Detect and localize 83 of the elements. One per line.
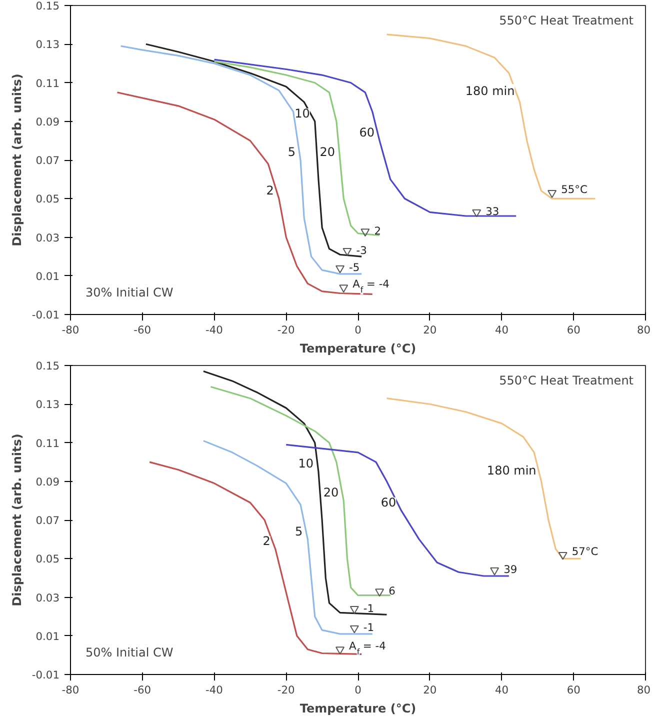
y-tick-label: 0.11 xyxy=(36,436,60,450)
x-tick-label: 40 xyxy=(494,324,509,336)
series-label: 20 xyxy=(320,145,336,159)
series-label: 180 min xyxy=(486,463,536,478)
x-tick-label: 60 xyxy=(566,684,581,696)
annotation: 550°C Heat Treatment xyxy=(499,374,634,388)
x-tick-label: 80 xyxy=(636,684,651,696)
series-label: 60 xyxy=(359,126,375,140)
series-label: 5 xyxy=(288,145,296,159)
y-tick-label: 0.13 xyxy=(36,398,60,412)
x-tick-label: -80 xyxy=(62,684,80,696)
y-axis-title: Displacement (arb. units) xyxy=(10,74,24,246)
annotation: -1 xyxy=(363,621,374,634)
series-label: 2 xyxy=(266,184,274,198)
x-tick-label: 40 xyxy=(494,684,509,696)
y-tick-label: 0.05 xyxy=(36,552,60,566)
series-label: 20 xyxy=(323,486,339,500)
point xyxy=(548,190,557,198)
point xyxy=(360,228,370,237)
series-label: 10 xyxy=(294,106,310,120)
y-axis-title: Displacement (arb. units) xyxy=(10,434,24,606)
x-tick-label: -40 xyxy=(206,684,224,696)
x-tick-label: 20 xyxy=(423,684,437,696)
y-tick-label: 0.05 xyxy=(36,192,60,206)
annotation: 550°C Heat Treatment xyxy=(499,14,634,28)
y-tick-label: 0.03 xyxy=(36,591,60,604)
point xyxy=(339,284,348,293)
point xyxy=(350,625,359,634)
annotation: 6 xyxy=(388,584,396,598)
point xyxy=(336,265,345,274)
series-label: 5 xyxy=(295,524,303,538)
x-tick-label: -40 xyxy=(206,324,224,336)
series-label: 180 min xyxy=(465,84,515,98)
annotation: 39 xyxy=(504,563,518,576)
line-series xyxy=(116,92,374,296)
annotation: 57°C xyxy=(572,544,598,558)
x-tick-label: -60 xyxy=(134,684,152,696)
series-label: 10 xyxy=(298,456,314,471)
x-axis-title: Temperature (°C) xyxy=(300,342,416,356)
y-tick-label: 0.07 xyxy=(36,154,60,167)
y-tick-label: 0.01 xyxy=(36,270,60,283)
series-label: 60 xyxy=(380,495,396,510)
x-tick-label: -60 xyxy=(134,324,152,336)
annotation: -3 xyxy=(356,244,367,257)
x-tick-label: 20 xyxy=(423,324,437,336)
y-tick-label: 0.11 xyxy=(36,76,60,90)
y-tick-label: 0.13 xyxy=(36,38,60,52)
y-tick-label: -0.01 xyxy=(32,308,60,322)
annotation: 55°C xyxy=(561,182,588,196)
x-tick-label: -20 xyxy=(277,684,296,696)
y-tick-label: 0.01 xyxy=(36,630,60,643)
annotation: -1 xyxy=(363,602,374,615)
annotation: 2 xyxy=(374,224,381,238)
annotation: 30% Initial CW xyxy=(86,286,174,300)
point xyxy=(558,552,568,560)
point xyxy=(375,588,384,597)
y-tick-label: 0.15 xyxy=(36,0,60,12)
point xyxy=(472,209,482,218)
annotation: 50% Initial CW xyxy=(86,646,174,660)
x-tick-label: 80 xyxy=(636,324,651,336)
y-tick-label: 0.15 xyxy=(36,360,60,372)
annotation: 33 xyxy=(486,205,500,218)
point xyxy=(342,248,352,256)
x-tick-label: 0 xyxy=(354,324,362,336)
line-series xyxy=(386,34,596,200)
y-tick-label: 0.09 xyxy=(36,115,60,128)
x-tick-label: 60 xyxy=(566,324,581,336)
line-series xyxy=(202,440,374,635)
x-tick-label: 0 xyxy=(354,684,362,696)
line-series xyxy=(213,58,517,217)
y-tick-label: 0.09 xyxy=(36,475,60,488)
y-tick-label: 0.07 xyxy=(36,514,60,527)
point xyxy=(490,567,500,576)
series-label: 2 xyxy=(262,534,270,548)
point xyxy=(350,606,359,614)
line-series xyxy=(213,60,380,236)
point xyxy=(336,646,345,655)
x-tick-label: -80 xyxy=(62,324,80,336)
y-tick-label: 0.03 xyxy=(36,231,60,244)
y-tick-label: -0.01 xyxy=(32,668,60,682)
x-tick-label: -20 xyxy=(277,324,296,336)
annotation: -5 xyxy=(349,261,360,274)
x-axis-title: Temperature (°C) xyxy=(300,702,416,716)
